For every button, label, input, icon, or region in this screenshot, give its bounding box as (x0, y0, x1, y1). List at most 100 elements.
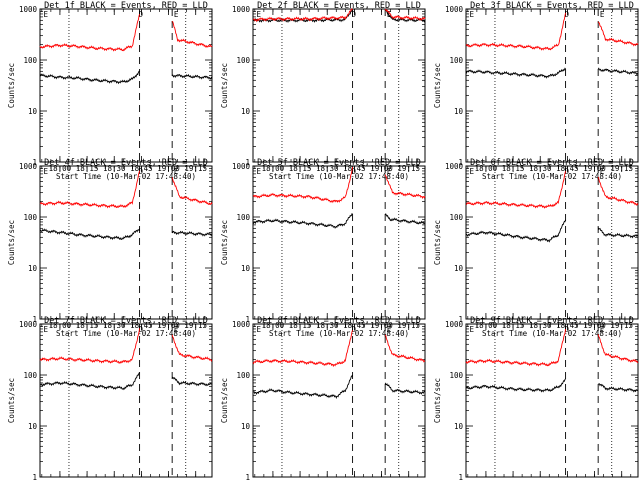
y-tick-label: 1000 (232, 320, 251, 329)
panel-title: Det 4f BLACK = Events, RED = LLD (44, 158, 208, 168)
top-marker: E (44, 167, 49, 176)
plot-frame (465, 8, 639, 163)
x-axis-label: Start Time (10-Mar-02 17:48:40) (56, 172, 196, 181)
panel-1: Det 1f BLACK = Events, RED = LLD 1 10 100 10… (7, 1, 213, 181)
series-lld-line (39, 170, 141, 209)
series-events-line (597, 383, 639, 393)
series-events-line (39, 372, 140, 391)
plot-frame (465, 323, 639, 478)
y-tick-label: 1 (32, 158, 37, 167)
y-tick-label: 1 (32, 315, 37, 324)
panel-3: Det 3f BLACK = Events, RED = LLD 1 10 100 10… (433, 1, 639, 181)
top-marker: D (139, 325, 144, 334)
top-marker: E (174, 325, 179, 334)
series-lld-line (39, 328, 141, 364)
y-tick-label: 100 (236, 56, 250, 65)
top-marker: E (174, 10, 179, 19)
top-marker: E (257, 167, 262, 176)
series-lld-line (171, 334, 213, 362)
top-marker: E (44, 325, 49, 334)
y-axis-label: Counts/sec (7, 63, 16, 108)
series-lld-line (597, 21, 639, 47)
y-tick-label: 1000 (445, 162, 464, 171)
y-tick-label: 1 (32, 473, 37, 480)
series-lld-line (384, 174, 426, 200)
y-axis-label: Counts/sec (433, 378, 442, 423)
y-tick-label: 10 (454, 107, 464, 116)
panel-title: Det 9f BLACK = Events, RED = LLD (470, 316, 634, 326)
panel-title: Det 1f BLACK = Events, RED = LLD (44, 1, 208, 11)
y-tick-label: 1 (245, 315, 250, 324)
series-events-line (384, 382, 426, 395)
top-marker: D (565, 10, 570, 19)
x-axis-label: Start Time (10-Mar-02 17:48:40) (56, 329, 196, 338)
y-tick-label: 1000 (19, 162, 38, 171)
series-events-line (171, 230, 213, 237)
top-marker: E (257, 325, 262, 334)
top-marker: E (470, 325, 475, 334)
y-tick-label: 100 (23, 371, 37, 380)
top-marker: E (470, 10, 475, 19)
plot-frame (39, 8, 213, 163)
series-lld-line (465, 171, 567, 209)
y-tick-label: 1000 (232, 5, 251, 14)
top-marker: E (387, 167, 392, 176)
top-marker: E (257, 10, 262, 19)
top-marker: D (352, 10, 357, 19)
top-marker: E (387, 325, 392, 334)
panel-title: Det 5f BLACK = Events, RED = LLD (257, 158, 421, 168)
series-lld-line (171, 177, 213, 206)
panel-9: Det 9f BLACK = Events, RED = LLD 1 10 100 10… (433, 316, 639, 480)
top-marker: E (470, 167, 475, 176)
y-axis-label: Counts/sec (433, 63, 442, 108)
plot-frame (39, 165, 213, 320)
y-axis-label: Counts/sec (220, 378, 229, 423)
top-marker: E (600, 167, 605, 176)
x-axis-label: Start Time (10-Mar-02 17:48:40) (482, 329, 622, 338)
panel-2: Det 2f BLACK = Events, RED = LLD 1 10 100 10… (220, 1, 426, 181)
series-events-line (465, 219, 567, 243)
plot-frame (39, 323, 213, 478)
top-marker: D (139, 167, 144, 176)
y-axis-label: Counts/sec (7, 378, 16, 423)
series-lld-line (465, 12, 567, 51)
panel-title: Det 2f BLACK = Events, RED = LLD (257, 1, 421, 11)
series-events-line (252, 212, 353, 229)
series-lld-line (39, 13, 141, 52)
y-axis-label: Counts/sec (7, 220, 16, 265)
y-tick-label: 1000 (19, 320, 38, 329)
series-events-line (465, 67, 566, 79)
top-marker: D (565, 325, 570, 334)
x-axis-label: Start Time (10-Mar-02 17:48:40) (269, 172, 409, 181)
y-tick-label: 10 (28, 422, 38, 431)
panel-title: Det 7f BLACK = Events, RED = LLD (44, 316, 208, 326)
y-tick-label: 100 (23, 213, 37, 222)
series-lld-line (384, 8, 426, 21)
top-marker: E (600, 325, 605, 334)
y-axis-label: Counts/sec (220, 63, 229, 108)
y-tick-label: 100 (449, 213, 463, 222)
panel-title: Det 8f BLACK = Events, RED = LLD (257, 316, 421, 326)
panel-7: Det 7f BLACK = Events, RED = LLD 1 10 100 10… (7, 316, 213, 480)
series-lld-line (171, 20, 213, 49)
y-tick-label: 100 (23, 56, 37, 65)
series-lld-line (252, 166, 354, 204)
top-marker: D (565, 167, 570, 176)
panel-5: Det 5f BLACK = Events, RED = LLD 1 10 100 10… (220, 158, 426, 338)
panel-8: Det 8f BLACK = Events, RED = LLD 1 10 100 10… (220, 316, 426, 480)
series-lld-line (252, 330, 354, 368)
series-lld-line (597, 176, 639, 206)
y-axis-label: Counts/sec (433, 220, 442, 265)
y-tick-label: 100 (449, 56, 463, 65)
y-tick-label: 1 (458, 473, 463, 480)
top-marker: D (139, 10, 144, 19)
series-lld-line (597, 334, 639, 364)
top-marker: E (387, 10, 392, 19)
series-events-line (171, 376, 213, 387)
series-events-line (597, 67, 639, 76)
y-tick-label: 10 (28, 264, 38, 273)
top-marker: E (44, 10, 49, 19)
series-events-line (39, 228, 141, 241)
y-tick-label: 100 (236, 213, 250, 222)
